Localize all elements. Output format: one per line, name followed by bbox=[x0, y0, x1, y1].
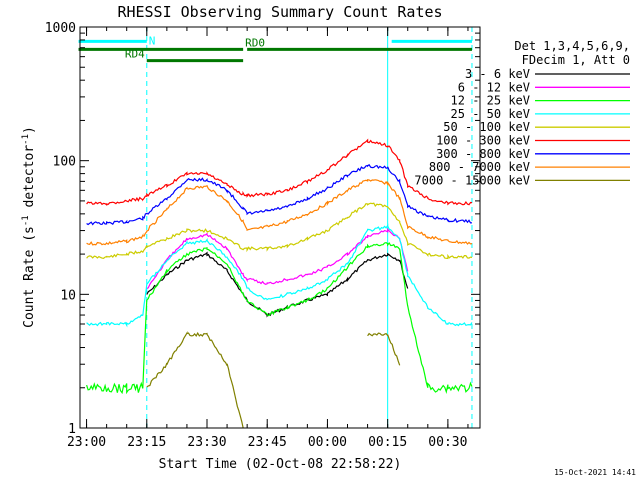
y-axis-label-sup: -1 bbox=[21, 215, 31, 226]
legend-label-2: 12 - 25 keV bbox=[451, 94, 530, 108]
y-axis-label-close: ) bbox=[22, 126, 37, 134]
y-axis-label: Count Rate (s-1 detector-1) bbox=[21, 126, 37, 328]
series-line-1 bbox=[146, 227, 409, 290]
x-tick-label-5: 00:15 bbox=[368, 435, 407, 450]
x-tick-label-0: 23:00 bbox=[67, 435, 106, 450]
plot-frame bbox=[79, 26, 481, 429]
x-tick-label-3: 23:45 bbox=[248, 435, 287, 450]
flag-label-1: RD0 bbox=[245, 36, 265, 49]
x-tick-label-2: 23:30 bbox=[187, 435, 226, 450]
y-axis-label-tail: detector bbox=[22, 145, 37, 216]
legend-label-6: 300 - 800 keV bbox=[436, 147, 530, 161]
x-tick-label-1: 23:15 bbox=[127, 435, 166, 450]
x-axis-label: Start Time (02-Oct-08 22:58:22) bbox=[159, 457, 402, 472]
series-line-7 bbox=[86, 179, 473, 246]
legend-label-4: 50 - 100 keV bbox=[443, 120, 530, 134]
series-line-5 bbox=[86, 138, 473, 206]
footer-date: 15-Oct-2021 14:41 bbox=[554, 468, 636, 477]
y-tick-label-0: 1 bbox=[68, 422, 76, 437]
series-line-6 bbox=[86, 163, 473, 226]
y-tick-label-1: 10 bbox=[60, 288, 76, 303]
series-line-0 bbox=[146, 251, 409, 318]
legend-header-line-1: Det 1,3,4,5,6,9, bbox=[514, 39, 630, 53]
chart-title: RHESSI Observing Summary Count Rates bbox=[117, 3, 442, 21]
series-line-3 bbox=[86, 223, 473, 328]
legend-label-0: 3 - 6 keV bbox=[465, 67, 530, 81]
y-tick-label-3: 1000 bbox=[45, 21, 76, 36]
x-tick-label-6: 00:30 bbox=[428, 435, 467, 450]
y-axis-label-main: Count Rate (s bbox=[22, 226, 37, 328]
series-line-2 bbox=[86, 241, 473, 395]
y-tick-label-2: 100 bbox=[53, 155, 76, 170]
series-line-4 bbox=[86, 202, 473, 260]
flag-label-2: RD4 bbox=[125, 48, 145, 61]
legend-label-8: 7000 - 15000 keV bbox=[414, 173, 530, 187]
legend-header-line-2: FDecim 1, Att 0 bbox=[522, 53, 630, 67]
legend-label-1: 6 - 12 keV bbox=[458, 80, 530, 94]
series-line-8 bbox=[146, 331, 401, 428]
legend-label-7: 800 - 7000 keV bbox=[429, 160, 530, 174]
y-axis-label-sup2: -1 bbox=[21, 134, 31, 145]
x-tick-label-4: 00:00 bbox=[308, 435, 347, 450]
plot-area: N RD0 RD4 1 10 100 1000 23:00 23:15 23:30 23:45 00:… bbox=[45, 21, 481, 450]
flag-label-0: N bbox=[149, 34, 156, 47]
legend-label-5: 100 - 300 keV bbox=[436, 134, 530, 148]
legend-label-3: 25 - 50 keV bbox=[451, 107, 530, 121]
